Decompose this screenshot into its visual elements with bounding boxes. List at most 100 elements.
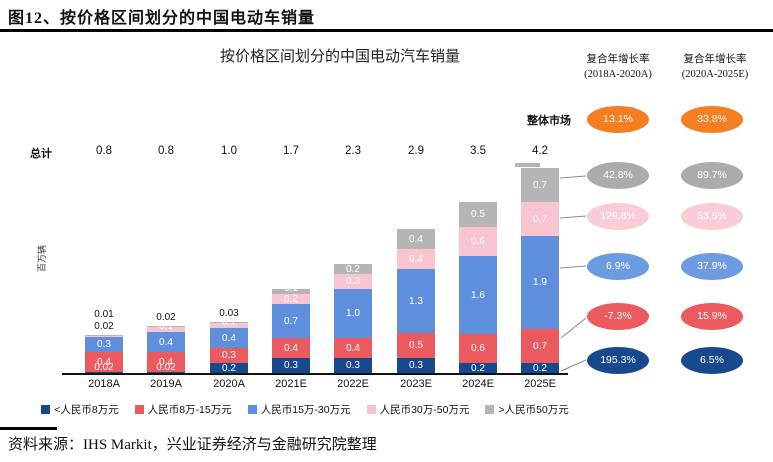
legend-item: >人民币50万元 <box>485 402 569 417</box>
legend-swatch <box>134 405 144 414</box>
bar-segment: 0.4 <box>85 352 123 372</box>
x-axis-line <box>62 373 568 375</box>
segment-value: 0.4 <box>346 342 360 354</box>
x-axis-label: 2021E <box>275 378 307 390</box>
cagr-header-title: 复合年增长率 <box>586 54 650 65</box>
segment-value: 0.3 <box>97 339 111 350</box>
x-axis-label: 2020A <box>213 378 245 390</box>
legend-swatch <box>247 405 257 414</box>
cagr-oval: 53.5% <box>681 203 743 230</box>
x-axis-label: 2019A <box>150 378 182 390</box>
segment-value: 0.1 <box>222 316 236 328</box>
bar-segment: 0.1 <box>272 283 310 294</box>
cagr-header-range: (2020A-2025E) <box>681 69 749 80</box>
segment-value: 0.3 <box>409 360 423 371</box>
bar-segment: 0.4 <box>210 328 248 348</box>
total-value: 3.5 <box>470 145 486 157</box>
outside-value-labels: 0.01 0.02 <box>94 309 114 332</box>
x-axis-label: 2023E <box>400 378 432 390</box>
cagr-oval: 37.9% <box>681 253 743 280</box>
bar-segment: 0.1 <box>147 321 185 332</box>
bar-segment: 0.02 <box>147 362 185 373</box>
legend-swatch <box>41 405 51 414</box>
legend-label: >人民币50万元 <box>498 404 569 416</box>
total-value: 0.8 <box>158 145 174 157</box>
bar-segment: 0.4 <box>334 338 372 358</box>
segment-value: 0.4 <box>222 332 236 344</box>
cagr-oval: -7.3% <box>587 303 649 330</box>
bar-segment: 1.3 <box>397 269 435 333</box>
bar-segment: 0.4 <box>147 352 185 372</box>
bar-segment: 0.3 <box>272 358 310 373</box>
segment-value: 0.4 <box>97 356 111 368</box>
segment-value: 0.4 <box>284 342 298 354</box>
segment-value: 0.02 <box>156 361 176 373</box>
bar-segment: 0.6 <box>459 334 497 363</box>
x-axis-label: 2025E <box>524 378 556 390</box>
total-value: 2.3 <box>345 145 361 157</box>
total-value: 4.2 <box>532 145 548 157</box>
bar-segment: 0.1 <box>210 317 248 328</box>
segment-value: 0.6 <box>471 343 485 354</box>
segment-value: 0.7 <box>533 179 547 191</box>
x-axis-label: 2022E <box>337 378 369 390</box>
total-row-label: 总计 <box>30 148 52 160</box>
bar-2020A: 0.1 0.4 0.3 0.2 <box>210 317 248 374</box>
bar-segment: 0.2 <box>334 264 372 275</box>
cagr-header-2018-2020: 复合年增长率 (2018A-2020A) <box>564 52 672 82</box>
bar-segment: 0.4 <box>397 229 435 249</box>
bar-segment: 0.4 <box>147 332 185 352</box>
legend-item: 人民币8万-15万元 <box>134 402 232 417</box>
bar-2022E: 0.2 0.3 1.0 0.4 0.3 <box>334 264 372 373</box>
legend-item: <人民币8万元 <box>41 402 119 417</box>
bar-segment: 0.4 <box>272 338 310 358</box>
bar-segment: 0.3 <box>85 337 123 352</box>
segment-value: 1.9 <box>533 277 547 288</box>
outside-value-labels: 0.02 <box>156 312 176 323</box>
segment-value: 0.5 <box>471 209 485 220</box>
segment-value: 0.1 <box>159 320 173 332</box>
bar-2021E: 0.1 0.2 0.7 0.4 0.3 <box>272 283 310 373</box>
total-value: 0.8 <box>96 145 112 157</box>
segment-value: 1.0 <box>346 308 360 319</box>
cagr-oval: 89.7% <box>681 162 743 189</box>
bar-2024E: 0.5 0.6 1.6 0.6 0.2 <box>459 202 497 374</box>
bar-2018A: 0.3 0.4 0.02 <box>85 335 123 373</box>
segment-value: 0.2 <box>284 293 298 305</box>
cagr-oval: 13.1% <box>587 106 649 133</box>
bar-segment <box>147 326 185 327</box>
data-source: 资料来源：IHS Markit，兴业证券经济与金融研究院整理 <box>8 437 377 453</box>
chart-legend: <人民币8万元 人民币8万-15万元 人民币15万-30万元 人民币30万-50万元 >… <box>40 402 570 417</box>
cagr-oval: 33.8% <box>681 106 743 133</box>
segment-value: 0.3 <box>222 350 236 361</box>
segment-value: 1.6 <box>471 289 485 301</box>
outside-value-labels: 0.03 <box>219 308 239 319</box>
segment-value: 0.4 <box>409 233 423 245</box>
bar-2019A: 0.1 0.4 0.4 0.02 <box>147 321 185 373</box>
bar-segment: 0.2 <box>210 363 248 374</box>
total-value: 2.9 <box>408 145 424 157</box>
cagr-header-title: 复合年增长率 <box>683 54 747 65</box>
cagr-oval: 195.3% <box>587 347 649 374</box>
figure-title: 图12、按价格区间划分的中国电动车销量 <box>8 10 316 27</box>
footer-divider <box>0 427 57 430</box>
cagr-oval: 6.5% <box>681 347 743 374</box>
segment-value: 1.3 <box>409 295 423 307</box>
legend-swatch <box>485 405 495 414</box>
segment-value: 0.3 <box>346 360 360 371</box>
cagr-oval: 42.8% <box>587 162 649 189</box>
bar-segment: 1.0 <box>334 289 372 338</box>
bar-segment: 0.02 <box>85 362 123 373</box>
bar-2025E: 0.7 0.7 1.9 0.7 0.2 <box>521 168 559 374</box>
bar-segment: 1.6 <box>459 256 497 334</box>
bar-segment: 0.3 <box>397 358 435 373</box>
segment-value: 0.3 <box>284 360 298 371</box>
title-divider <box>0 29 773 32</box>
legend-label: <人民币8万元 <box>54 404 119 416</box>
bar-segment: 0.4 <box>397 249 435 269</box>
segment-value: 0.2 <box>533 362 547 374</box>
bar-segment: 0.3 <box>210 348 248 363</box>
total-value: 1.7 <box>283 145 299 157</box>
bar-segment: 1.9 <box>521 236 559 329</box>
